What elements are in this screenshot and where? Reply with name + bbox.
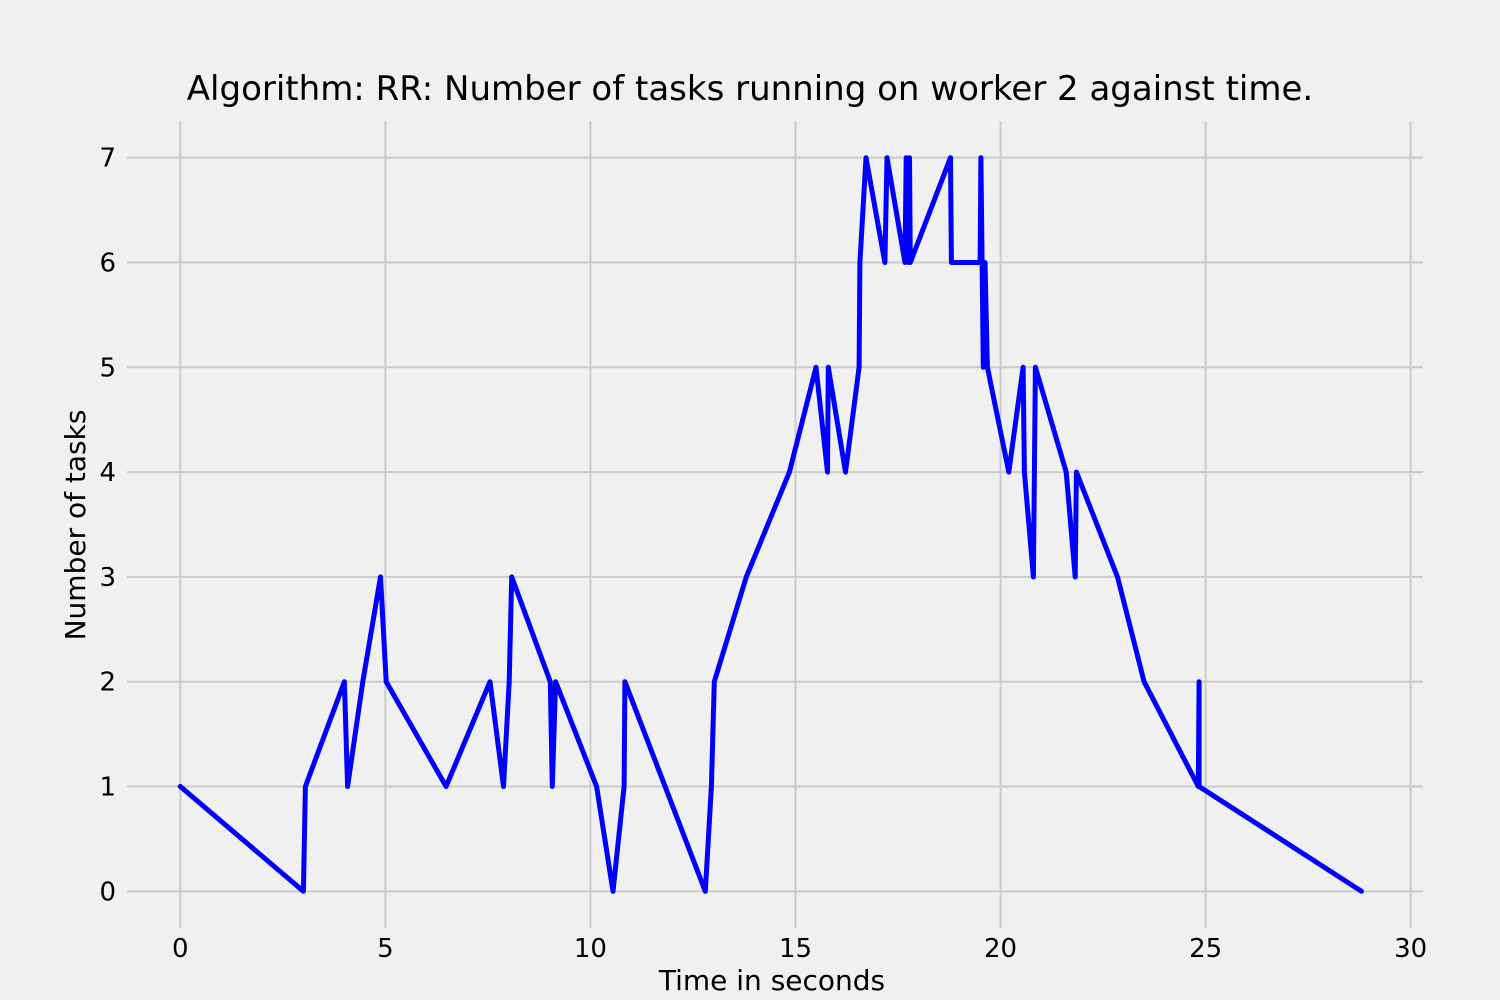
x-tick-label: 20: [984, 934, 1017, 964]
y-tick-label: 5: [99, 353, 116, 383]
x-tick-labels: 0 5 10 15 20 25 30: [172, 934, 1427, 964]
y-axis-label: Number of tasks: [59, 410, 92, 641]
y-tick-label: 4: [99, 458, 116, 488]
series-layer: [177, 155, 1364, 894]
series-line: [177, 155, 1364, 894]
chart-title: Algorithm: RR: Number of tasks running o…: [187, 69, 1313, 109]
x-tick-label: 0: [172, 934, 189, 964]
y-tick-label: 7: [99, 144, 116, 174]
x-axis-label: Time in seconds: [658, 964, 885, 997]
grid: [127, 121, 1423, 928]
x-tick-label: 10: [574, 934, 607, 964]
y-tick-label: 3: [99, 563, 116, 593]
x-tick-label: 30: [1394, 934, 1427, 964]
y-tick-labels: 0 1 2 3 4 5 6 7: [99, 144, 116, 908]
y-tick-label: 2: [99, 668, 116, 698]
y-tick-label: 0: [99, 877, 116, 907]
y-tick-label: 6: [99, 248, 116, 278]
x-tick-label: 5: [377, 934, 394, 964]
x-tick-label: 15: [779, 934, 812, 964]
x-tick-label: 25: [1189, 934, 1222, 964]
y-tick-label: 1: [99, 773, 116, 803]
